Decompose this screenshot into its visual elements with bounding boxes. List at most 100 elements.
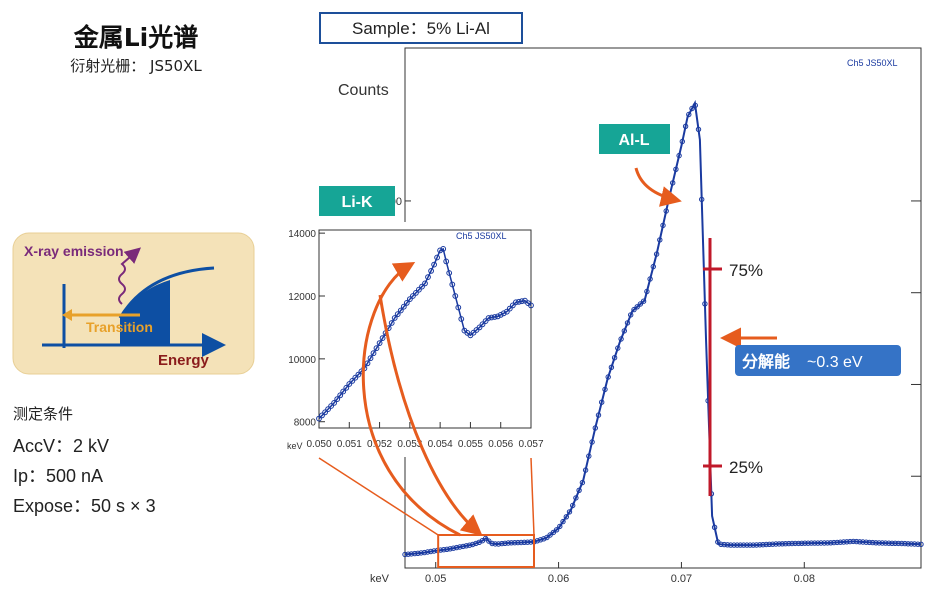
series-point bbox=[566, 509, 573, 515]
series-point bbox=[644, 288, 650, 295]
series-point bbox=[711, 524, 718, 530]
series-point bbox=[403, 300, 410, 306]
page-subtitle: 衍射光栅： JS50XL bbox=[70, 57, 202, 75]
series-point bbox=[397, 307, 404, 314]
series-point bbox=[686, 111, 692, 118]
series-point bbox=[786, 540, 792, 547]
series-point bbox=[824, 540, 831, 546]
y-tick-label: 10000 bbox=[288, 355, 316, 366]
series-point bbox=[699, 196, 705, 203]
series-point bbox=[892, 540, 898, 546]
x-tick-label: 0.07 bbox=[671, 573, 692, 585]
series-point bbox=[570, 502, 576, 509]
series-point bbox=[418, 550, 424, 556]
series-point bbox=[818, 540, 824, 546]
series-point bbox=[899, 540, 905, 547]
series-point bbox=[444, 546, 450, 552]
transition-label: Transition bbox=[86, 319, 153, 335]
series-point bbox=[676, 152, 682, 159]
series-point bbox=[425, 274, 431, 281]
series-point bbox=[400, 303, 407, 310]
series-point bbox=[731, 542, 737, 548]
series-point bbox=[882, 540, 889, 546]
series-point bbox=[660, 222, 666, 229]
series-point bbox=[541, 536, 547, 542]
series-point bbox=[508, 540, 515, 546]
series-point bbox=[860, 539, 866, 545]
series-point bbox=[473, 540, 479, 547]
series-point bbox=[886, 540, 892, 546]
series-point bbox=[485, 315, 492, 321]
series-point bbox=[405, 551, 411, 557]
condition-expose: Expose：50 s × 3 bbox=[13, 496, 156, 516]
series-point bbox=[408, 551, 415, 557]
sample-label: Sample：5% Li-Al bbox=[352, 19, 490, 38]
peak-to-main-arrow-icon bbox=[378, 294, 483, 536]
series-point bbox=[628, 312, 634, 318]
series-point bbox=[428, 548, 434, 555]
resolution-label: 分解能 bbox=[742, 352, 790, 371]
series-point bbox=[857, 539, 863, 545]
series-point bbox=[515, 539, 521, 546]
series-point bbox=[657, 237, 663, 243]
series-point bbox=[470, 541, 476, 548]
series-point bbox=[670, 180, 676, 186]
series-point bbox=[737, 542, 744, 548]
series-point bbox=[488, 314, 495, 321]
series-point bbox=[482, 318, 489, 325]
series-point bbox=[795, 540, 802, 547]
series-point bbox=[589, 439, 595, 445]
series-point bbox=[518, 539, 524, 546]
series-point bbox=[437, 247, 444, 254]
series-point bbox=[447, 546, 453, 552]
al-l-badge bbox=[599, 124, 670, 154]
li-k-label: Li-K bbox=[341, 194, 373, 211]
series-point bbox=[512, 540, 518, 546]
series-point bbox=[605, 374, 611, 380]
series-point bbox=[863, 539, 869, 545]
energy-label: Energy bbox=[158, 352, 210, 369]
series-point bbox=[905, 541, 911, 547]
main-y-title: Counts bbox=[338, 82, 389, 99]
series-point bbox=[563, 514, 569, 520]
inset-ticks: 0.050 0.051 0.052 0.053 0.054 0.055 0.056 0.057… bbox=[288, 229, 544, 450]
series-point bbox=[753, 542, 760, 548]
series-point bbox=[595, 412, 602, 418]
series-point bbox=[692, 102, 698, 109]
y-tick-label: 14000 bbox=[288, 229, 316, 240]
series-point bbox=[695, 126, 702, 133]
series-point bbox=[412, 550, 418, 557]
series-point bbox=[808, 540, 815, 546]
emission-wave-icon bbox=[118, 247, 142, 305]
series-point bbox=[866, 539, 873, 546]
series-point bbox=[367, 355, 374, 362]
main-grid bbox=[911, 200, 921, 477]
series-point bbox=[789, 540, 795, 547]
series-point bbox=[802, 540, 808, 546]
series-point bbox=[441, 547, 447, 553]
series-point bbox=[460, 543, 466, 550]
series-point bbox=[724, 542, 731, 548]
series-point bbox=[853, 538, 860, 545]
band-curve bbox=[118, 266, 215, 319]
series-point bbox=[876, 540, 882, 546]
main-series bbox=[402, 99, 924, 558]
series-point bbox=[889, 540, 895, 546]
resolution-badge bbox=[735, 345, 901, 376]
series-point bbox=[615, 345, 621, 351]
x-tick-label: 0.053 bbox=[397, 439, 422, 450]
series-point bbox=[334, 396, 341, 403]
x-tick-label: 0.05 bbox=[425, 573, 446, 585]
series-point bbox=[757, 542, 763, 548]
series-point bbox=[911, 541, 918, 547]
transition-arrowhead-icon bbox=[62, 309, 72, 321]
resolution-value: ~0.3 eV bbox=[807, 354, 863, 371]
series-point bbox=[422, 280, 428, 287]
zoom-window bbox=[437, 534, 535, 568]
inset-plot-frame bbox=[318, 229, 532, 429]
series-point bbox=[769, 541, 776, 547]
series-point bbox=[421, 549, 428, 556]
series-point bbox=[873, 540, 879, 546]
series-point bbox=[553, 527, 560, 533]
series-point bbox=[340, 388, 347, 395]
